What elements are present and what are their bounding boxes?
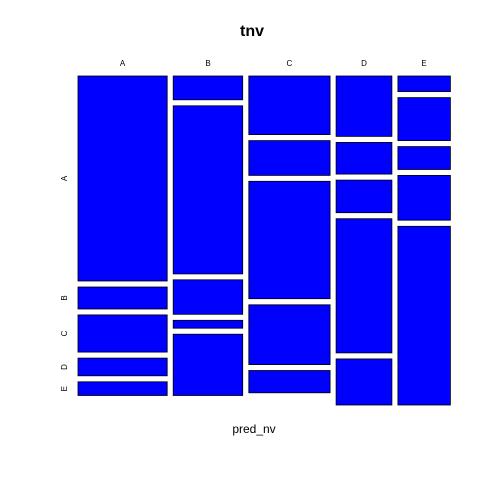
tile-C-B <box>248 140 331 176</box>
x-tick-label: E <box>421 59 426 68</box>
y-tick-label: A <box>60 175 69 181</box>
tile-B-A <box>172 75 244 101</box>
tile-E-A <box>397 75 451 93</box>
x-tick-label: B <box>205 59 210 68</box>
tile-B-E <box>172 333 244 396</box>
tile-E-B <box>397 97 451 141</box>
tile-A-A <box>77 75 168 282</box>
mosaic-tiles <box>77 75 451 406</box>
tile-B-B <box>172 105 244 275</box>
tile-D-D <box>335 218 393 354</box>
x-tick-label: A <box>120 59 126 68</box>
tile-E-C <box>397 146 451 170</box>
tile-B-C <box>172 279 244 315</box>
tile-C-A <box>248 75 331 135</box>
y-tick-label: C <box>60 330 69 336</box>
y-tick-labels: A B C D E <box>60 175 69 391</box>
y-tick-label: B <box>60 295 69 300</box>
x-axis-label: pred_nv <box>232 422 275 436</box>
tile-E-D <box>397 174 451 221</box>
tile-A-E <box>77 381 168 396</box>
chart-title: tnv <box>240 23 264 40</box>
tile-C-E <box>248 370 331 394</box>
y-tick-label: D <box>60 364 69 370</box>
tile-D-A <box>335 75 393 137</box>
y-tick-label: E <box>60 386 69 391</box>
tile-E-E <box>397 225 451 406</box>
tile-C-D <box>248 304 331 365</box>
x-tick-label: D <box>361 59 367 68</box>
tile-C-C <box>248 180 331 300</box>
x-tick-label: C <box>287 59 293 68</box>
tile-A-B <box>77 286 168 310</box>
tile-B-D <box>172 319 244 329</box>
tile-A-C <box>77 314 168 353</box>
x-tick-labels: A B C D E <box>120 59 427 68</box>
tile-D-B <box>335 141 393 175</box>
tile-D-C <box>335 179 393 214</box>
tile-D-E <box>335 358 393 406</box>
tile-A-D <box>77 357 168 377</box>
